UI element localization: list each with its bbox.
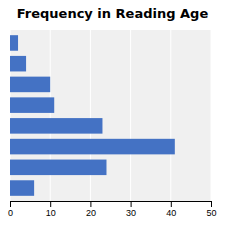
grid: [10, 30, 211, 201]
x-tick-label: 50: [206, 208, 216, 218]
x-tick: 10: [46, 201, 56, 218]
grid-line: [90, 30, 91, 201]
plot-background: [10, 30, 211, 201]
grid-line: [211, 30, 212, 201]
bar: [10, 35, 18, 51]
bar: [10, 139, 175, 155]
grid-line: [130, 30, 131, 201]
bar: [10, 77, 50, 93]
bar: [10, 160, 106, 176]
x-tick: 50: [206, 201, 216, 218]
x-tick-mark: [10, 201, 11, 207]
x-tick-mark: [211, 201, 212, 207]
x-tick-mark: [171, 201, 172, 207]
bar: [10, 97, 54, 113]
x-tick-label: 30: [126, 208, 136, 218]
bar: [10, 180, 34, 196]
x-tick: 0: [8, 201, 13, 218]
x-tick-mark: [90, 201, 91, 207]
x-tick: 40: [166, 201, 176, 218]
x-axis-line: [11, 202, 212, 208]
x-tick: 30: [126, 201, 136, 218]
chart: Frequency in Reading Age 0 10 20 30 40 50: [0, 0, 225, 225]
grid-line: [50, 30, 51, 201]
bar: [10, 118, 102, 134]
bar: [10, 56, 26, 72]
title: Frequency in Reading Age: [17, 6, 209, 21]
x-tick-label: 0: [8, 208, 13, 218]
x-tick-mark: [50, 201, 51, 207]
x-tick-label: 10: [46, 208, 56, 218]
x-tick-label: 20: [86, 208, 96, 218]
x-tick: 20: [86, 201, 96, 218]
grid-line: [10, 30, 11, 201]
x-tick-label: 40: [166, 208, 176, 218]
plot: 0 10 20 30 40 50: [8, 30, 217, 218]
x-axis: 0 10 20 30 40 50: [8, 201, 217, 218]
bars: [10, 35, 175, 196]
x-tick-mark: [131, 201, 132, 207]
grid-line: [170, 30, 171, 201]
